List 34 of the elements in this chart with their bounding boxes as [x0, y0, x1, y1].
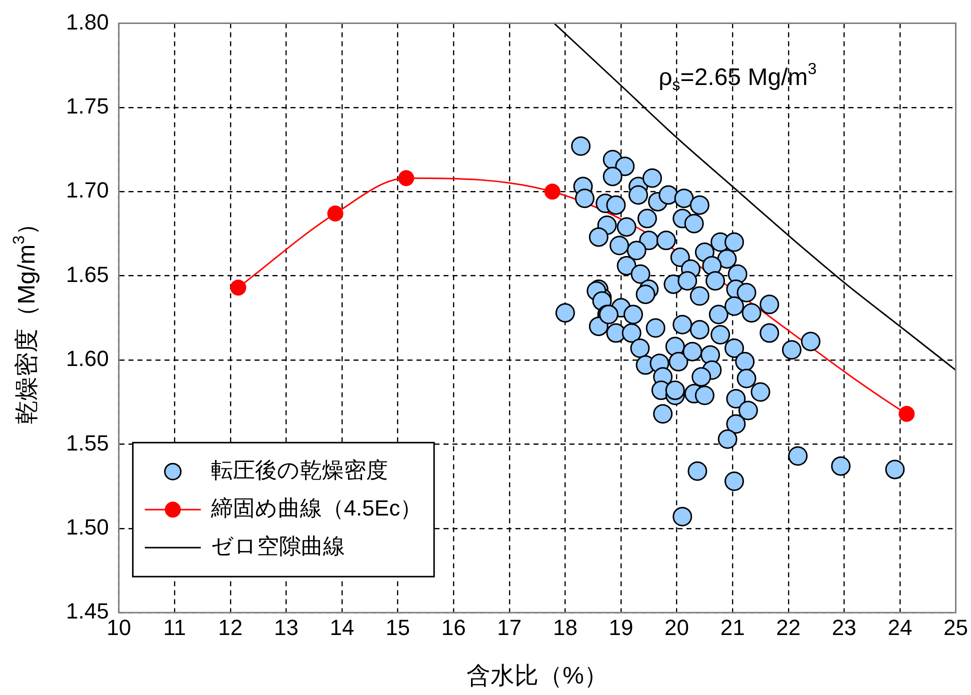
x-tick-label: 13 [274, 614, 298, 640]
x-tick-label: 23 [832, 614, 856, 640]
x-tick-label: 21 [720, 614, 745, 640]
point [327, 205, 344, 222]
y-tick-label: 1.75 [66, 93, 109, 118]
legend-label: 転圧後の乾燥密度 [210, 458, 388, 483]
y-axis-title: 乾燥密度（Mg/m3） [11, 211, 41, 424]
x-tick-label: 17 [497, 614, 522, 640]
x-tick-label: 11 [163, 614, 186, 640]
x-tick-label: 20 [664, 614, 690, 640]
y-tick-label: 1.50 [66, 514, 109, 540]
x-tick-label: 25 [944, 614, 968, 640]
y-tick-label: 1.80 [66, 9, 109, 34]
y-tick-label: 1.45 [66, 598, 109, 624]
x-tick-label: 14 [330, 614, 354, 640]
legend-label: ゼロ空隙曲線 [210, 534, 345, 559]
y-tick-label: 1.60 [66, 346, 109, 372]
x-tick-label: 15 [386, 614, 410, 640]
x-tick-label: 10 [106, 614, 132, 640]
y-tick-label: 1.55 [66, 430, 109, 456]
point [398, 170, 414, 186]
x-tick-label: 22 [776, 614, 801, 640]
y-tick-label: 1.65 [66, 262, 109, 287]
x-tick-label: 16 [441, 614, 466, 640]
legend-label: 締固め曲線（4.5Ec） [210, 496, 422, 521]
point [230, 280, 246, 296]
x-tick-label: 12 [218, 614, 243, 640]
y-tick-label: 1.70 [66, 178, 109, 203]
x-axis-title: 含水比（%） [466, 662, 608, 690]
point [898, 406, 915, 422]
x-tick-label: 24 [888, 614, 912, 640]
x-tick-label: 19 [608, 614, 634, 640]
point [544, 184, 560, 200]
x-tick-label: 18 [552, 614, 578, 640]
